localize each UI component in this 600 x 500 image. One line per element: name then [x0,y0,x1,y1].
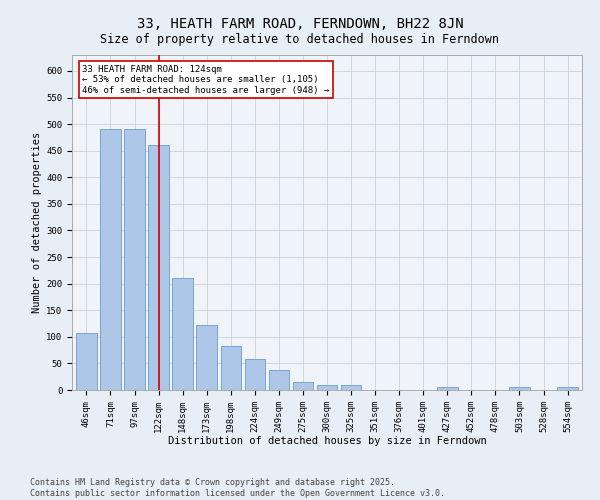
Bar [293,382,313,390]
Bar [148,146,169,390]
Y-axis label: Number of detached properties: Number of detached properties [32,132,42,313]
Bar [196,325,217,390]
X-axis label: Distribution of detached houses by size in Ferndown: Distribution of detached houses by size … [167,436,487,446]
Bar [341,384,361,390]
Bar [221,346,241,390]
Bar [245,359,265,390]
Bar [509,388,530,390]
Bar [437,388,458,390]
Bar [172,278,193,390]
Bar [124,130,145,390]
Bar [100,130,121,390]
Bar [269,370,289,390]
Text: Size of property relative to detached houses in Ferndown: Size of property relative to detached ho… [101,32,499,46]
Text: 33, HEATH FARM ROAD, FERNDOWN, BH22 8JN: 33, HEATH FARM ROAD, FERNDOWN, BH22 8JN [137,18,463,32]
Text: Contains HM Land Registry data © Crown copyright and database right 2025.
Contai: Contains HM Land Registry data © Crown c… [30,478,445,498]
Bar [557,388,578,390]
Bar [317,384,337,390]
Bar [76,333,97,390]
Text: 33 HEATH FARM ROAD: 124sqm
← 53% of detached houses are smaller (1,105)
46% of s: 33 HEATH FARM ROAD: 124sqm ← 53% of deta… [82,65,329,95]
